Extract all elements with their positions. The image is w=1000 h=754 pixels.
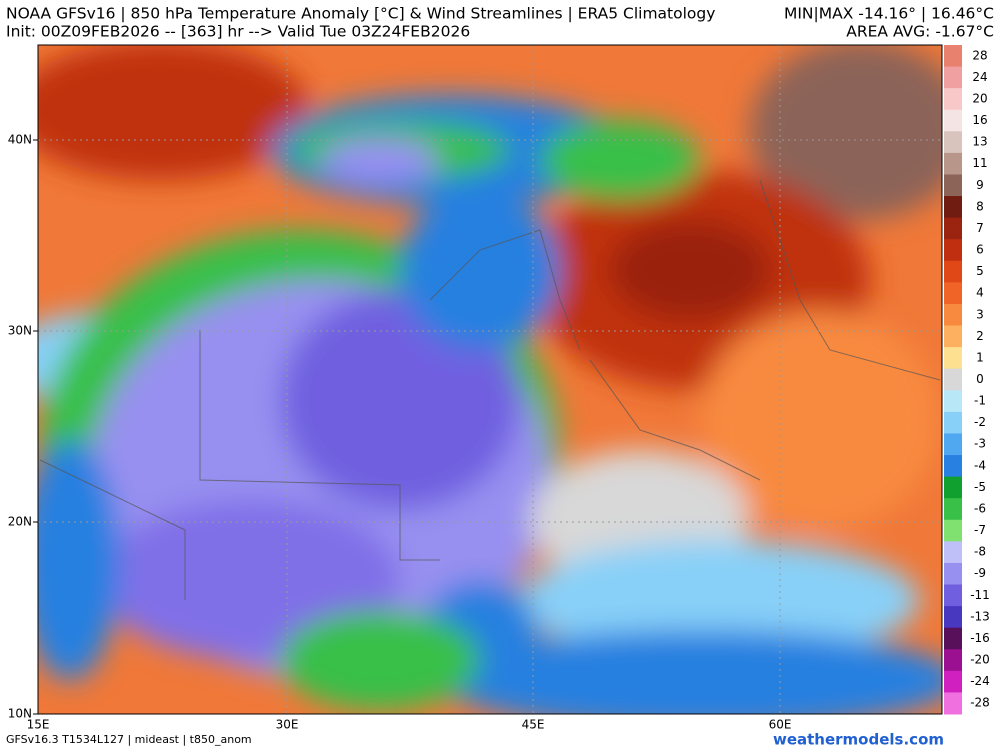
colorbar-label: -9: [974, 566, 986, 580]
colorbar-swatch: [944, 541, 962, 564]
colorbar-label: -4: [974, 458, 986, 472]
colorbar-label: 2: [976, 329, 984, 343]
colorbar-label: -2: [974, 415, 986, 429]
colorbar-label: -16: [970, 631, 990, 645]
colorbar-swatch: [944, 88, 962, 111]
lon-label: 60E: [769, 718, 792, 732]
colorbar-label: -20: [970, 653, 990, 667]
colorbar-label: 8: [976, 199, 984, 213]
colorbar-swatch: [944, 476, 962, 499]
lat-label: 20N: [8, 515, 32, 529]
colorbar-label: -24: [970, 674, 990, 688]
colorbar-label: 7: [976, 221, 984, 235]
colorbar-label: -28: [970, 696, 990, 710]
colorbar-swatch: [944, 239, 962, 262]
colorbar-swatch: [944, 347, 962, 370]
min-max: MIN|MAX -14.16° | 16.46°C: [784, 5, 994, 23]
map-field: [38, 45, 942, 714]
colorbar-swatch: [944, 627, 962, 650]
colorbar-swatch: [944, 649, 962, 672]
subtitle: Init: 00Z09FEB2026 -- [363] hr --> Valid…: [6, 23, 470, 41]
colorbar-label: -5: [974, 480, 986, 494]
colorbar-label: -7: [974, 523, 986, 537]
colorbar-label: -6: [974, 501, 986, 515]
colorbar-swatch: [944, 260, 962, 283]
colorbar-swatch: [944, 131, 962, 154]
colorbar-label: 16: [972, 113, 987, 127]
colorbar-swatch: [944, 109, 962, 132]
colorbar-label: 4: [976, 286, 984, 300]
colorbar-swatch: [944, 217, 962, 240]
colorbar-swatch: [944, 390, 962, 413]
colorbar-swatch: [944, 606, 962, 629]
colorbar-swatch: [944, 303, 962, 327]
lon-label: 45E: [522, 718, 545, 732]
footer-site: weathermodels.com: [773, 731, 944, 749]
colorbar-label: 6: [976, 243, 984, 257]
colorbar-swatch: [944, 584, 962, 607]
colorbar-label: 9: [976, 178, 984, 192]
colorbar-swatch: [944, 152, 962, 175]
colorbar-swatch: [944, 174, 962, 197]
colorbar-swatch: [944, 66, 962, 89]
footer-model: GFSv16.3 T1534L127 | mideast | t850_anom: [6, 733, 252, 746]
colorbar-label: 24: [972, 70, 987, 84]
lon-label: 15E: [27, 718, 50, 732]
colorbar-swatch: [944, 411, 962, 434]
title: NOAA GFSv16 | 850 hPa Temperature Anomal…: [6, 5, 715, 23]
colorbar-label: 28: [972, 48, 987, 62]
colorbar-label: -3: [974, 437, 986, 451]
colorbar-label: -8: [974, 545, 986, 559]
colorbar-swatch: [944, 196, 962, 219]
colorbar-label: -1: [974, 394, 986, 408]
lat-label: 10N: [8, 707, 32, 721]
colorbar-label: 13: [972, 135, 987, 149]
colorbar-swatch: [944, 455, 962, 478]
colorbar-label: 5: [976, 264, 984, 278]
colorbar-label: 3: [976, 307, 984, 321]
colorbar-swatch: [944, 670, 962, 693]
lat-label: 30N: [8, 324, 32, 338]
colorbar-swatch: [944, 692, 962, 715]
colorbar-swatch: [944, 562, 962, 586]
colorbar-swatch: [944, 325, 962, 348]
colorbar-label: 0: [976, 372, 984, 386]
colorbar-label: -11: [970, 588, 990, 602]
lon-label: 30E: [276, 718, 299, 732]
colorbar-swatch: [944, 519, 962, 542]
map-frame: [37, 44, 943, 715]
colorbar-label: 11: [972, 156, 987, 170]
colorbar-label: 1: [976, 350, 984, 364]
lat-label: 40N: [8, 133, 32, 147]
colorbar-label: -13: [970, 609, 990, 623]
colorbar-label: 20: [972, 91, 987, 105]
colorbar-swatch: [944, 433, 962, 456]
colorbar-swatch: [944, 498, 962, 521]
colorbar-swatch: [944, 45, 962, 68]
colorbar-swatch: [944, 282, 962, 305]
colorbar-swatch: [944, 368, 962, 391]
area-avg: AREA AVG: -1.67°C: [846, 23, 994, 41]
